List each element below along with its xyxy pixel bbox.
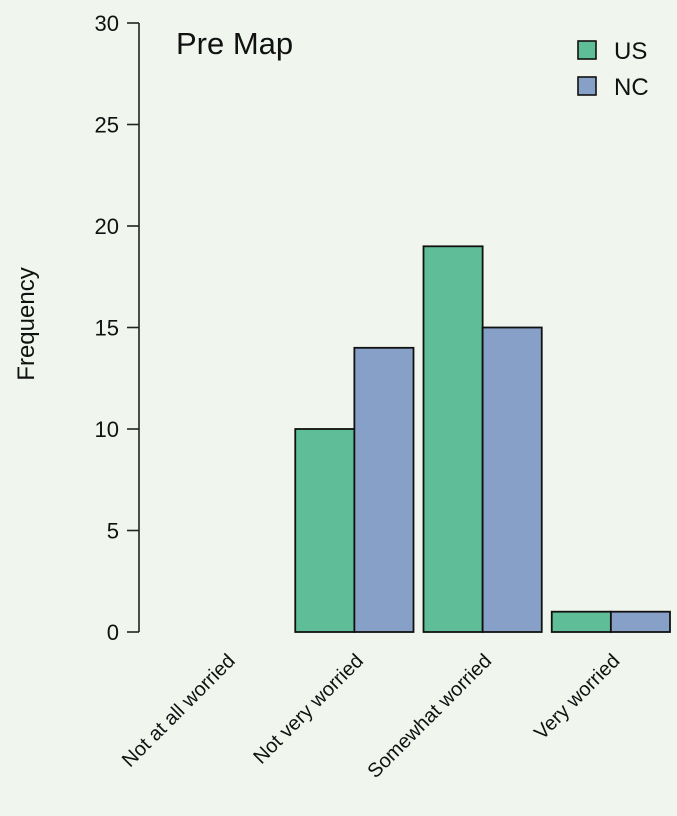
y-tick-label: 20 bbox=[95, 214, 119, 239]
legend: US NC bbox=[577, 38, 649, 101]
x-tick-label: Somewhat worried bbox=[363, 650, 496, 783]
y-tick-label: 30 bbox=[95, 11, 119, 36]
x-tick-label: Not at all worried bbox=[118, 650, 240, 772]
bar-us-3 bbox=[550, 610, 612, 633]
x-axis-labels: Not at all worried Not very worriedSomewh… bbox=[118, 650, 624, 783]
y-tick-label: 0 bbox=[107, 620, 119, 645]
bar-us-2 bbox=[422, 245, 484, 633]
y-tick-label: 5 bbox=[107, 519, 119, 544]
bar-us-1 bbox=[294, 428, 356, 633]
y-tick-label: 10 bbox=[95, 417, 119, 442]
bar-nc-3 bbox=[609, 610, 671, 633]
legend-swatch-nc bbox=[577, 76, 597, 96]
legend-label-us: US bbox=[614, 38, 647, 65]
bar-nc-1 bbox=[353, 346, 415, 633]
y-tick-label: 25 bbox=[95, 113, 119, 138]
y-axis-label: Frequency bbox=[13, 267, 40, 380]
x-tick-label: Very worried bbox=[530, 650, 624, 744]
legend-swatch-us bbox=[577, 40, 597, 60]
y-tick-label: 15 bbox=[95, 316, 119, 341]
x-tick-label: Not very worried bbox=[249, 650, 368, 769]
y-axis: 0 5 10 15 20 25 30 bbox=[95, 11, 140, 645]
bars bbox=[294, 245, 671, 633]
bar-nc-2 bbox=[481, 326, 543, 633]
chart-title: Pre Map bbox=[176, 26, 293, 61]
legend-label-nc: NC bbox=[614, 74, 649, 101]
